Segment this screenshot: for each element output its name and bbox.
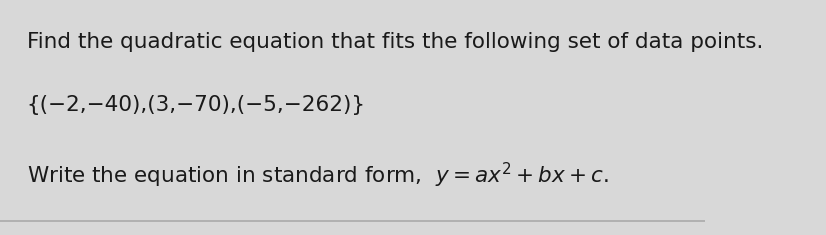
Text: {(−2,−40),(3,−70),(−5,−262)}: {(−2,−40),(3,−70),(−5,−262)} (26, 94, 366, 115)
Text: Write the equation in standard form,  $y = ax^2 + bx + c.$: Write the equation in standard form, $y … (26, 161, 609, 190)
Text: Find the quadratic equation that fits the following set of data points.: Find the quadratic equation that fits th… (26, 32, 763, 52)
